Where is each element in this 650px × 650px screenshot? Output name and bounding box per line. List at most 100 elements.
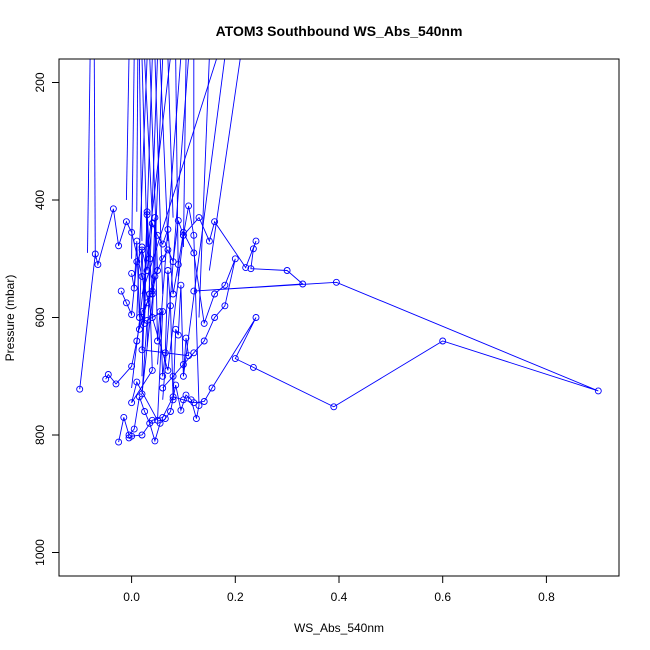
data-point [252, 237, 260, 245]
series-line-extension [93, 59, 96, 259]
data-point [154, 416, 161, 424]
series-line [131, 211, 190, 422]
data-point [174, 261, 182, 269]
data-point [164, 225, 172, 233]
data-point [148, 366, 156, 374]
data-point [167, 408, 174, 415]
data-point [200, 319, 208, 327]
data-point [164, 246, 172, 254]
data-point [154, 337, 161, 345]
data-point [143, 211, 151, 219]
data-point [143, 208, 151, 216]
series-line-extension [162, 59, 189, 400]
data-point [190, 249, 198, 257]
data-point [115, 242, 123, 250]
data-point [221, 302, 229, 310]
data-point [109, 205, 117, 213]
data-point [159, 240, 167, 248]
data-point [151, 214, 159, 222]
data-point [179, 228, 187, 236]
data-point [190, 287, 198, 295]
data-point [182, 334, 190, 342]
data-point [439, 337, 447, 345]
data-point [115, 438, 123, 446]
data-point [179, 361, 187, 368]
data-point [161, 415, 169, 423]
data-point [169, 396, 177, 404]
data-point [169, 290, 177, 298]
y-tick-label: 1000 [33, 539, 47, 566]
data-point [205, 237, 213, 245]
data-point [177, 406, 185, 414]
data-point [332, 278, 340, 286]
data-point [135, 325, 143, 333]
data-point [130, 425, 138, 433]
series-line-extension [151, 59, 164, 318]
data-point [143, 316, 151, 324]
data-point [135, 314, 143, 321]
data-point [252, 314, 260, 321]
series-line-extension [87, 59, 91, 253]
data-point [156, 308, 164, 316]
data-point [174, 331, 182, 339]
series-line-extension [167, 59, 174, 218]
data-point [138, 390, 146, 398]
data-point [141, 408, 149, 415]
y-tick-label: 200 [33, 72, 47, 92]
data-point [177, 281, 185, 289]
series-line-extension [131, 59, 135, 259]
data-point [143, 267, 151, 274]
series-line-extension [136, 59, 148, 318]
data-point [200, 398, 208, 405]
data-point [221, 281, 229, 289]
data-point [242, 264, 250, 272]
data-point [133, 258, 141, 266]
data-point [211, 290, 219, 298]
data-point [128, 399, 136, 407]
data-point [128, 269, 136, 277]
data-point [167, 302, 174, 310]
series-line-extension [141, 59, 217, 295]
data-point [182, 391, 190, 399]
data-point [148, 314, 156, 321]
data-point [231, 355, 239, 363]
data-point [91, 250, 99, 258]
x-axis-label: WS_Abs_540nm [294, 621, 384, 635]
data-point [120, 413, 128, 421]
data-point [211, 314, 219, 321]
data-point [208, 384, 216, 392]
data-point [211, 218, 219, 226]
y-tick-label: 600 [33, 307, 47, 327]
data-point [146, 290, 154, 298]
data-point [138, 431, 146, 439]
data-point [159, 255, 167, 263]
data-point [154, 267, 161, 274]
y-tick-label: 800 [33, 425, 47, 445]
data-point [190, 231, 198, 239]
data-point [164, 366, 172, 374]
data-point [231, 255, 239, 263]
data-point [185, 202, 193, 210]
data-point [159, 308, 167, 316]
chart-title: ATOM3 Southbound WS_Abs_540nm [216, 23, 463, 39]
x-tick-label: 0.2 [227, 590, 244, 604]
data-point [133, 378, 141, 386]
x-axis: 0.0 0.2 0.4 0.6 0.8 [123, 575, 555, 604]
data-point [122, 299, 130, 307]
data-point [195, 214, 203, 222]
series-line-extension [141, 59, 148, 248]
data-point [148, 290, 156, 298]
series-line-extension [182, 59, 226, 377]
data-point [133, 337, 141, 345]
data-point [146, 255, 154, 263]
data-point [146, 419, 154, 427]
series-line-extension [125, 59, 130, 201]
x-tick-label: 0.0 [123, 590, 140, 604]
data-point [128, 228, 136, 236]
data-point [247, 265, 255, 273]
data-point [76, 385, 84, 393]
data-point [154, 231, 161, 239]
data-point [190, 349, 198, 357]
data-point [249, 245, 257, 253]
series-line-extension [138, 59, 143, 242]
